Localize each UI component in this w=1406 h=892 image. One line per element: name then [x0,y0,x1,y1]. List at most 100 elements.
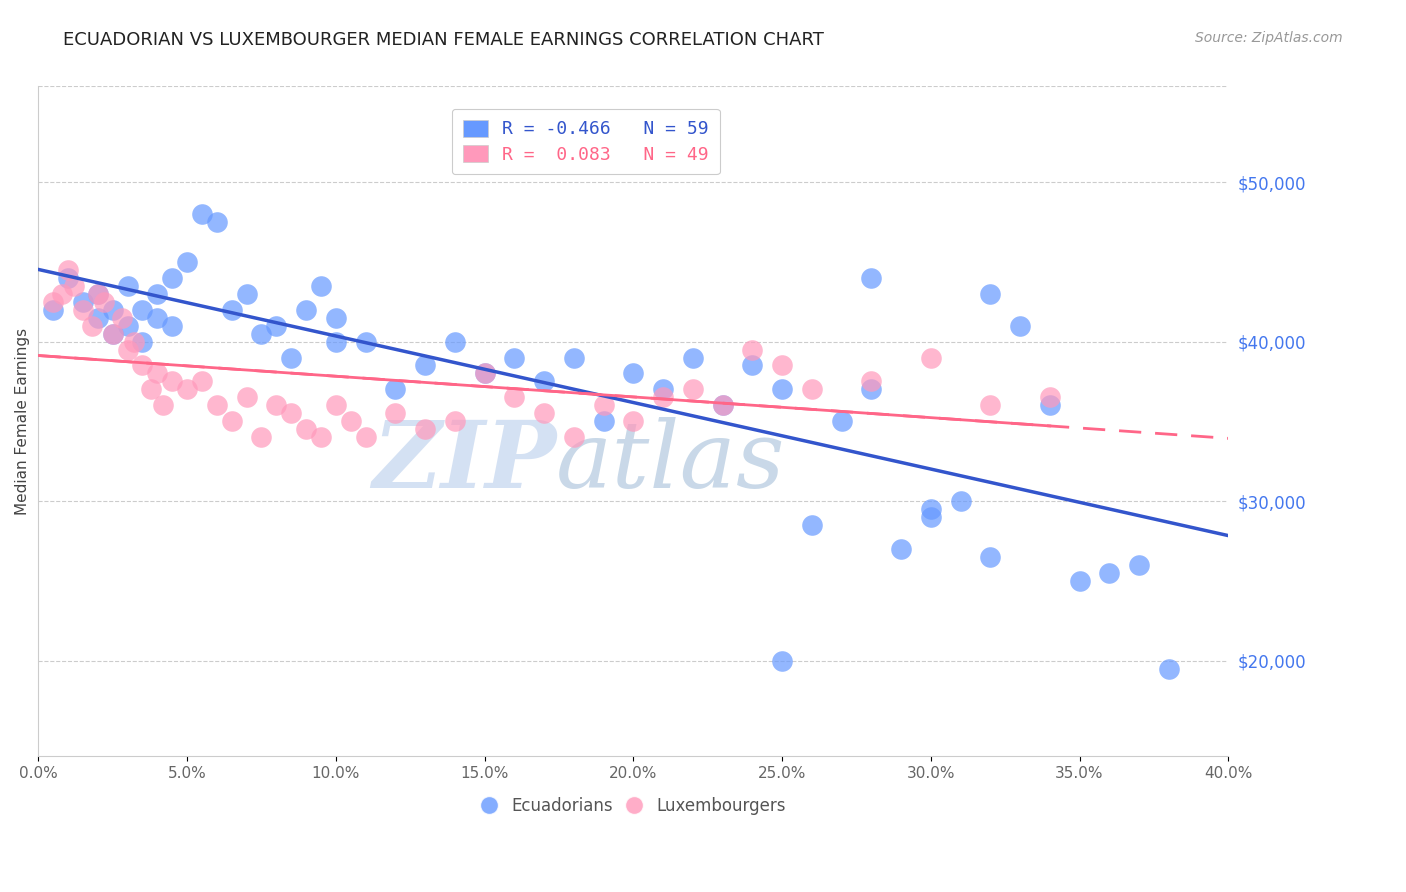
Point [949,494,972,508]
Point [176,383,198,397]
Point [176,255,198,269]
Point [682,351,704,365]
Point [160,270,183,285]
Point [146,286,169,301]
Point [474,367,496,381]
Text: ECUADORIAN VS LUXEMBOURGER MEDIAN FEMALE EARNINGS CORRELATION CHART: ECUADORIAN VS LUXEMBOURGER MEDIAN FEMALE… [63,31,824,49]
Point [205,215,228,229]
Text: Source: ZipAtlas.com: Source: ZipAtlas.com [1195,31,1343,45]
Point [141,383,163,397]
Point [160,375,183,389]
Point [146,310,169,325]
Point [621,414,644,428]
Point [1039,398,1062,412]
Point [325,334,347,349]
Point [56,270,79,285]
Point [221,302,243,317]
Point [191,207,214,221]
Point [146,367,169,381]
Point [205,398,228,412]
Point [101,326,124,341]
Point [221,414,243,428]
Point [87,286,110,301]
Point [920,351,942,365]
Point [860,375,883,389]
Point [117,278,139,293]
Point [51,286,73,301]
Point [562,430,585,444]
Point [711,398,734,412]
Legend: Ecuadorians, Luxembourgers: Ecuadorians, Luxembourgers [474,790,792,822]
Point [474,367,496,381]
Point [117,343,139,357]
Point [741,343,763,357]
Point [979,286,1001,301]
Point [800,383,823,397]
Point [101,302,124,317]
Point [562,351,585,365]
Point [741,359,763,373]
Point [770,383,793,397]
Point [860,383,883,397]
Point [111,310,134,325]
Point [160,318,183,333]
Point [152,398,174,412]
Point [250,430,273,444]
Point [280,406,302,420]
Point [920,502,942,516]
Point [42,302,65,317]
Point [503,351,526,365]
Point [413,359,436,373]
Point [770,654,793,668]
Point [72,294,94,309]
Point [384,383,406,397]
Point [309,278,332,293]
Point [72,302,94,317]
Point [117,318,139,333]
Point [122,334,145,349]
Point [1039,390,1062,404]
Point [295,302,318,317]
Point [131,359,153,373]
Point [339,414,361,428]
Point [87,286,110,301]
Point [266,398,288,412]
Point [309,430,332,444]
Point [325,310,347,325]
Point [621,367,644,381]
Point [652,390,675,404]
Point [280,351,302,365]
Point [592,398,614,412]
Text: ZIP: ZIP [371,417,555,507]
Point [503,390,526,404]
Point [63,278,86,293]
Point [101,326,124,341]
Point [652,383,675,397]
Point [235,390,257,404]
Point [1008,318,1031,333]
Point [770,359,793,373]
Point [80,318,103,333]
Point [191,375,214,389]
Point [87,310,110,325]
Point [42,294,65,309]
Point [131,302,153,317]
Point [93,294,115,309]
Point [920,510,942,524]
Point [533,406,555,420]
Point [295,422,318,436]
Point [131,334,153,349]
Point [266,318,288,333]
Point [533,375,555,389]
Point [384,406,406,420]
Point [325,398,347,412]
Point [979,398,1001,412]
Point [711,398,734,412]
Text: atlas: atlas [555,417,786,507]
Point [1157,661,1180,675]
Point [235,286,257,301]
Point [831,414,853,428]
Point [443,414,465,428]
Point [682,383,704,397]
Point [443,334,465,349]
